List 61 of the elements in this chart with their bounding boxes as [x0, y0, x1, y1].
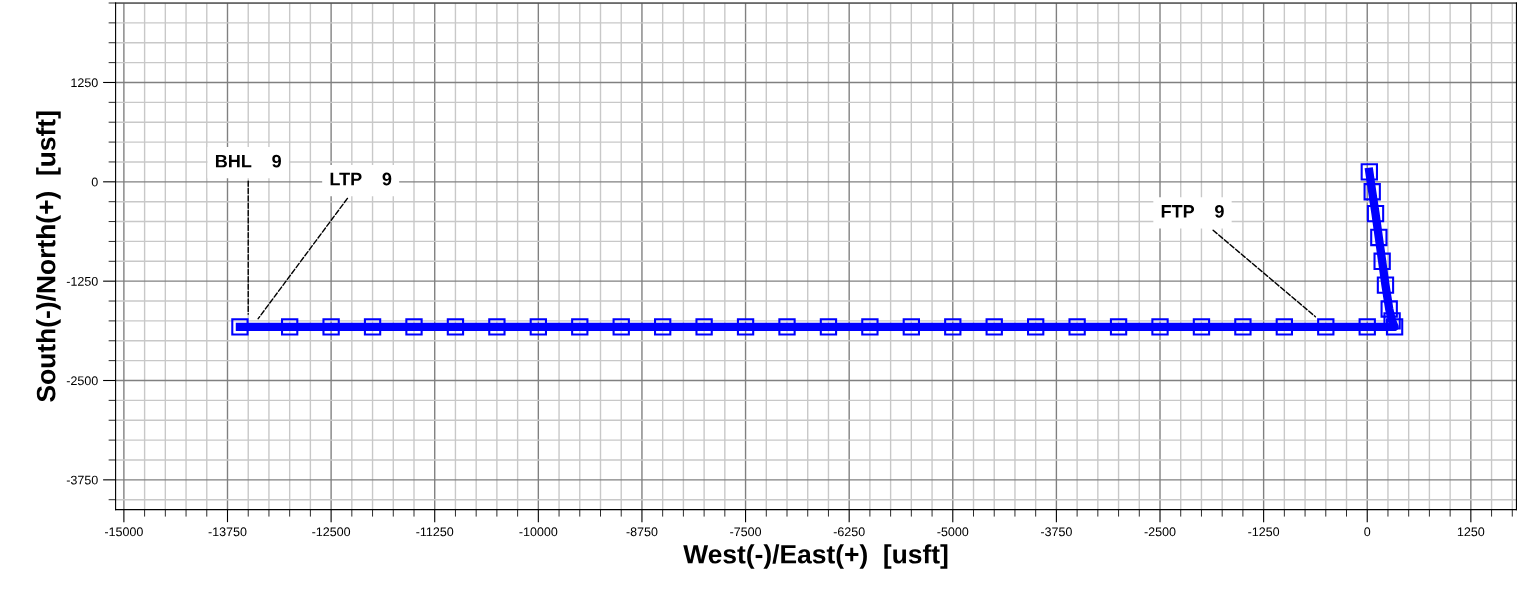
- x-tick-label: -2500: [1144, 527, 1176, 537]
- point: [1317, 318, 1335, 336]
- point: [1068, 318, 1086, 336]
- point: [1366, 204, 1385, 223]
- x-tick-label: -5000: [937, 527, 969, 537]
- point: [1370, 228, 1388, 247]
- point: [695, 318, 713, 336]
- x-tick-label: -3750: [1040, 527, 1072, 537]
- x-tick-label: -1250: [1248, 527, 1280, 537]
- point: [280, 318, 299, 336]
- point: [446, 318, 465, 336]
- annotation: LTP 9: [330, 172, 392, 186]
- y-axis-title: South(-)/North(+) [usft]: [36, 111, 61, 402]
- x-tick-label: -12500: [312, 527, 351, 537]
- point: [1360, 163, 1378, 181]
- point: [405, 318, 423, 336]
- point: [1358, 318, 1376, 336]
- x-axis-title: West(-)/East(+) [usft]: [683, 544, 948, 569]
- x-tick-label: -7500: [730, 527, 762, 537]
- y-tick-label: -3750: [66, 475, 98, 485]
- point: [363, 318, 382, 336]
- point: [322, 318, 340, 336]
- x-tick-label: -13750: [208, 527, 247, 537]
- point: [1275, 318, 1294, 336]
- point: [1027, 318, 1045, 336]
- point: [902, 318, 921, 336]
- x-tick-label: -15000: [104, 527, 143, 537]
- y-tick-label: 1250: [71, 78, 98, 88]
- x-tick-label: 1250: [1457, 527, 1485, 537]
- point: [944, 318, 962, 336]
- point: [778, 318, 796, 336]
- point: [1376, 276, 1395, 294]
- point: [488, 318, 506, 336]
- y-tick-label: -1250: [66, 276, 98, 286]
- point: [1383, 312, 1401, 330]
- point: [1109, 318, 1128, 336]
- x-tick-label: -11250: [416, 527, 454, 537]
- point: [1363, 183, 1381, 201]
- y-tick-label: 0: [91, 177, 98, 187]
- x-tick-label: 0: [1364, 527, 1371, 537]
- point: [861, 318, 879, 336]
- point: [819, 318, 838, 336]
- annotation: BHL 9: [215, 154, 281, 168]
- point: [231, 318, 249, 336]
- x-tick-label: -6250: [833, 527, 865, 537]
- point: [1385, 318, 1404, 336]
- y-tick-label: -2500: [66, 376, 98, 386]
- point: [736, 318, 755, 336]
- annotation: FTP 9: [1161, 204, 1224, 218]
- point: [1373, 252, 1391, 270]
- point: [985, 318, 1003, 336]
- point: [1192, 318, 1211, 336]
- point: [653, 318, 672, 336]
- point: [1380, 300, 1398, 318]
- x-tick-label: -8750: [626, 527, 658, 537]
- point: [529, 318, 548, 336]
- point: [1151, 318, 1169, 336]
- x-tick-label: -10000: [519, 527, 558, 537]
- point: [571, 318, 589, 336]
- point: [1234, 318, 1252, 336]
- point: [612, 318, 630, 336]
